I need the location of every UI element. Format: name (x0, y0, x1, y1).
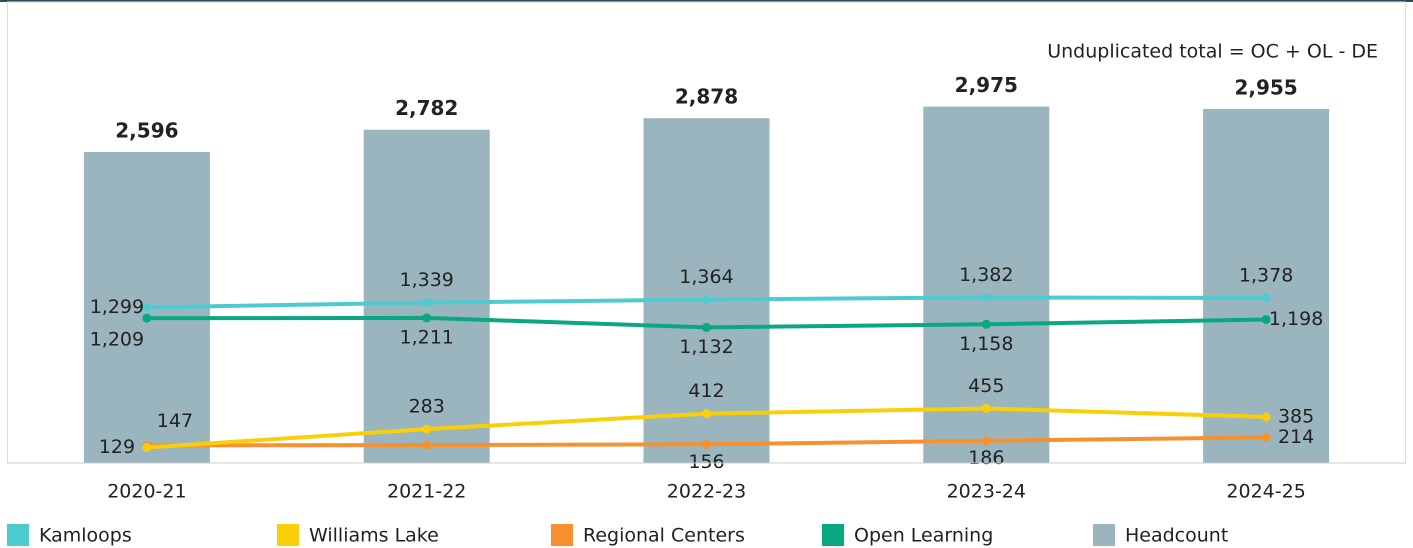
line-value-label: 1,339 (399, 269, 453, 291)
line-value-label: 385 (1278, 405, 1314, 427)
line-value-label: 214 (1278, 426, 1314, 448)
line-point (981, 403, 991, 413)
line-point (1261, 412, 1271, 422)
line-point (422, 313, 432, 323)
line-value-label: 1,198 (1269, 308, 1323, 330)
line-point (422, 440, 432, 450)
bar (363, 129, 490, 463)
line-value-label: 147 (157, 410, 193, 432)
line-point (702, 322, 711, 332)
legend-label: Williams Lake (309, 525, 439, 547)
bar-value-label: 2,975 (955, 73, 1018, 97)
bar-value-label: 2,878 (675, 85, 738, 109)
line-value-label: 1,364 (679, 266, 733, 288)
legend-label: Headcount (1125, 525, 1228, 547)
line-point (981, 292, 991, 302)
bar (1203, 108, 1330, 463)
line-point (702, 439, 711, 449)
line-value-label: 129 (99, 436, 135, 458)
line-point (142, 313, 152, 323)
line-point (1261, 293, 1271, 303)
top-border (0, 0, 1413, 2)
bar (923, 106, 1050, 463)
line-value-label: 186 (968, 447, 1004, 469)
bar (643, 118, 770, 463)
legend-label: Regional Centers (583, 525, 745, 547)
line-point (1261, 314, 1271, 324)
x-tick-label: 2022-23 (667, 481, 746, 503)
line-point (981, 319, 991, 329)
x-tick-label: 2024-25 (1226, 481, 1305, 503)
bar-value-label: 2,782 (395, 96, 458, 120)
line-value-label: 455 (968, 375, 1004, 397)
legend-label: Kamloops (39, 525, 132, 547)
line-value-label: 412 (688, 380, 724, 402)
line-point (142, 302, 152, 312)
bar-value-label: 2,955 (1234, 75, 1297, 99)
legend-label: Open Learning (854, 525, 993, 547)
legend-swatch (551, 524, 573, 546)
line-value-label: 1,378 (1239, 264, 1293, 286)
line-value-label: 1,209 (90, 329, 144, 351)
legend-swatch (1093, 524, 1115, 546)
line-point (1261, 432, 1271, 442)
line-value-label: 1,158 (959, 333, 1013, 355)
line-point (422, 424, 432, 434)
line-point (702, 409, 711, 419)
line-value-label: 283 (409, 396, 445, 418)
bar-value-label: 2,596 (115, 118, 178, 142)
line-value-label: 1,299 (90, 296, 144, 318)
line-point (702, 295, 711, 305)
x-tick-label: 2021-22 (387, 481, 466, 503)
line-point (142, 443, 152, 453)
legend-swatch (277, 524, 299, 546)
line-point (981, 436, 991, 446)
line-value-label: 156 (688, 451, 724, 473)
annotation: Unduplicated total = OC + OL - DE (1047, 41, 1378, 63)
line-value-label: 1,382 (959, 264, 1013, 286)
x-tick-label: 2020-21 (107, 481, 186, 503)
legend-swatch (822, 524, 844, 546)
line-point (422, 298, 432, 308)
line-value-label: 1,132 (679, 336, 733, 358)
line-value-label: 1,211 (399, 326, 453, 348)
x-tick-label: 2023-24 (947, 481, 1026, 503)
legend-swatch (7, 524, 29, 546)
